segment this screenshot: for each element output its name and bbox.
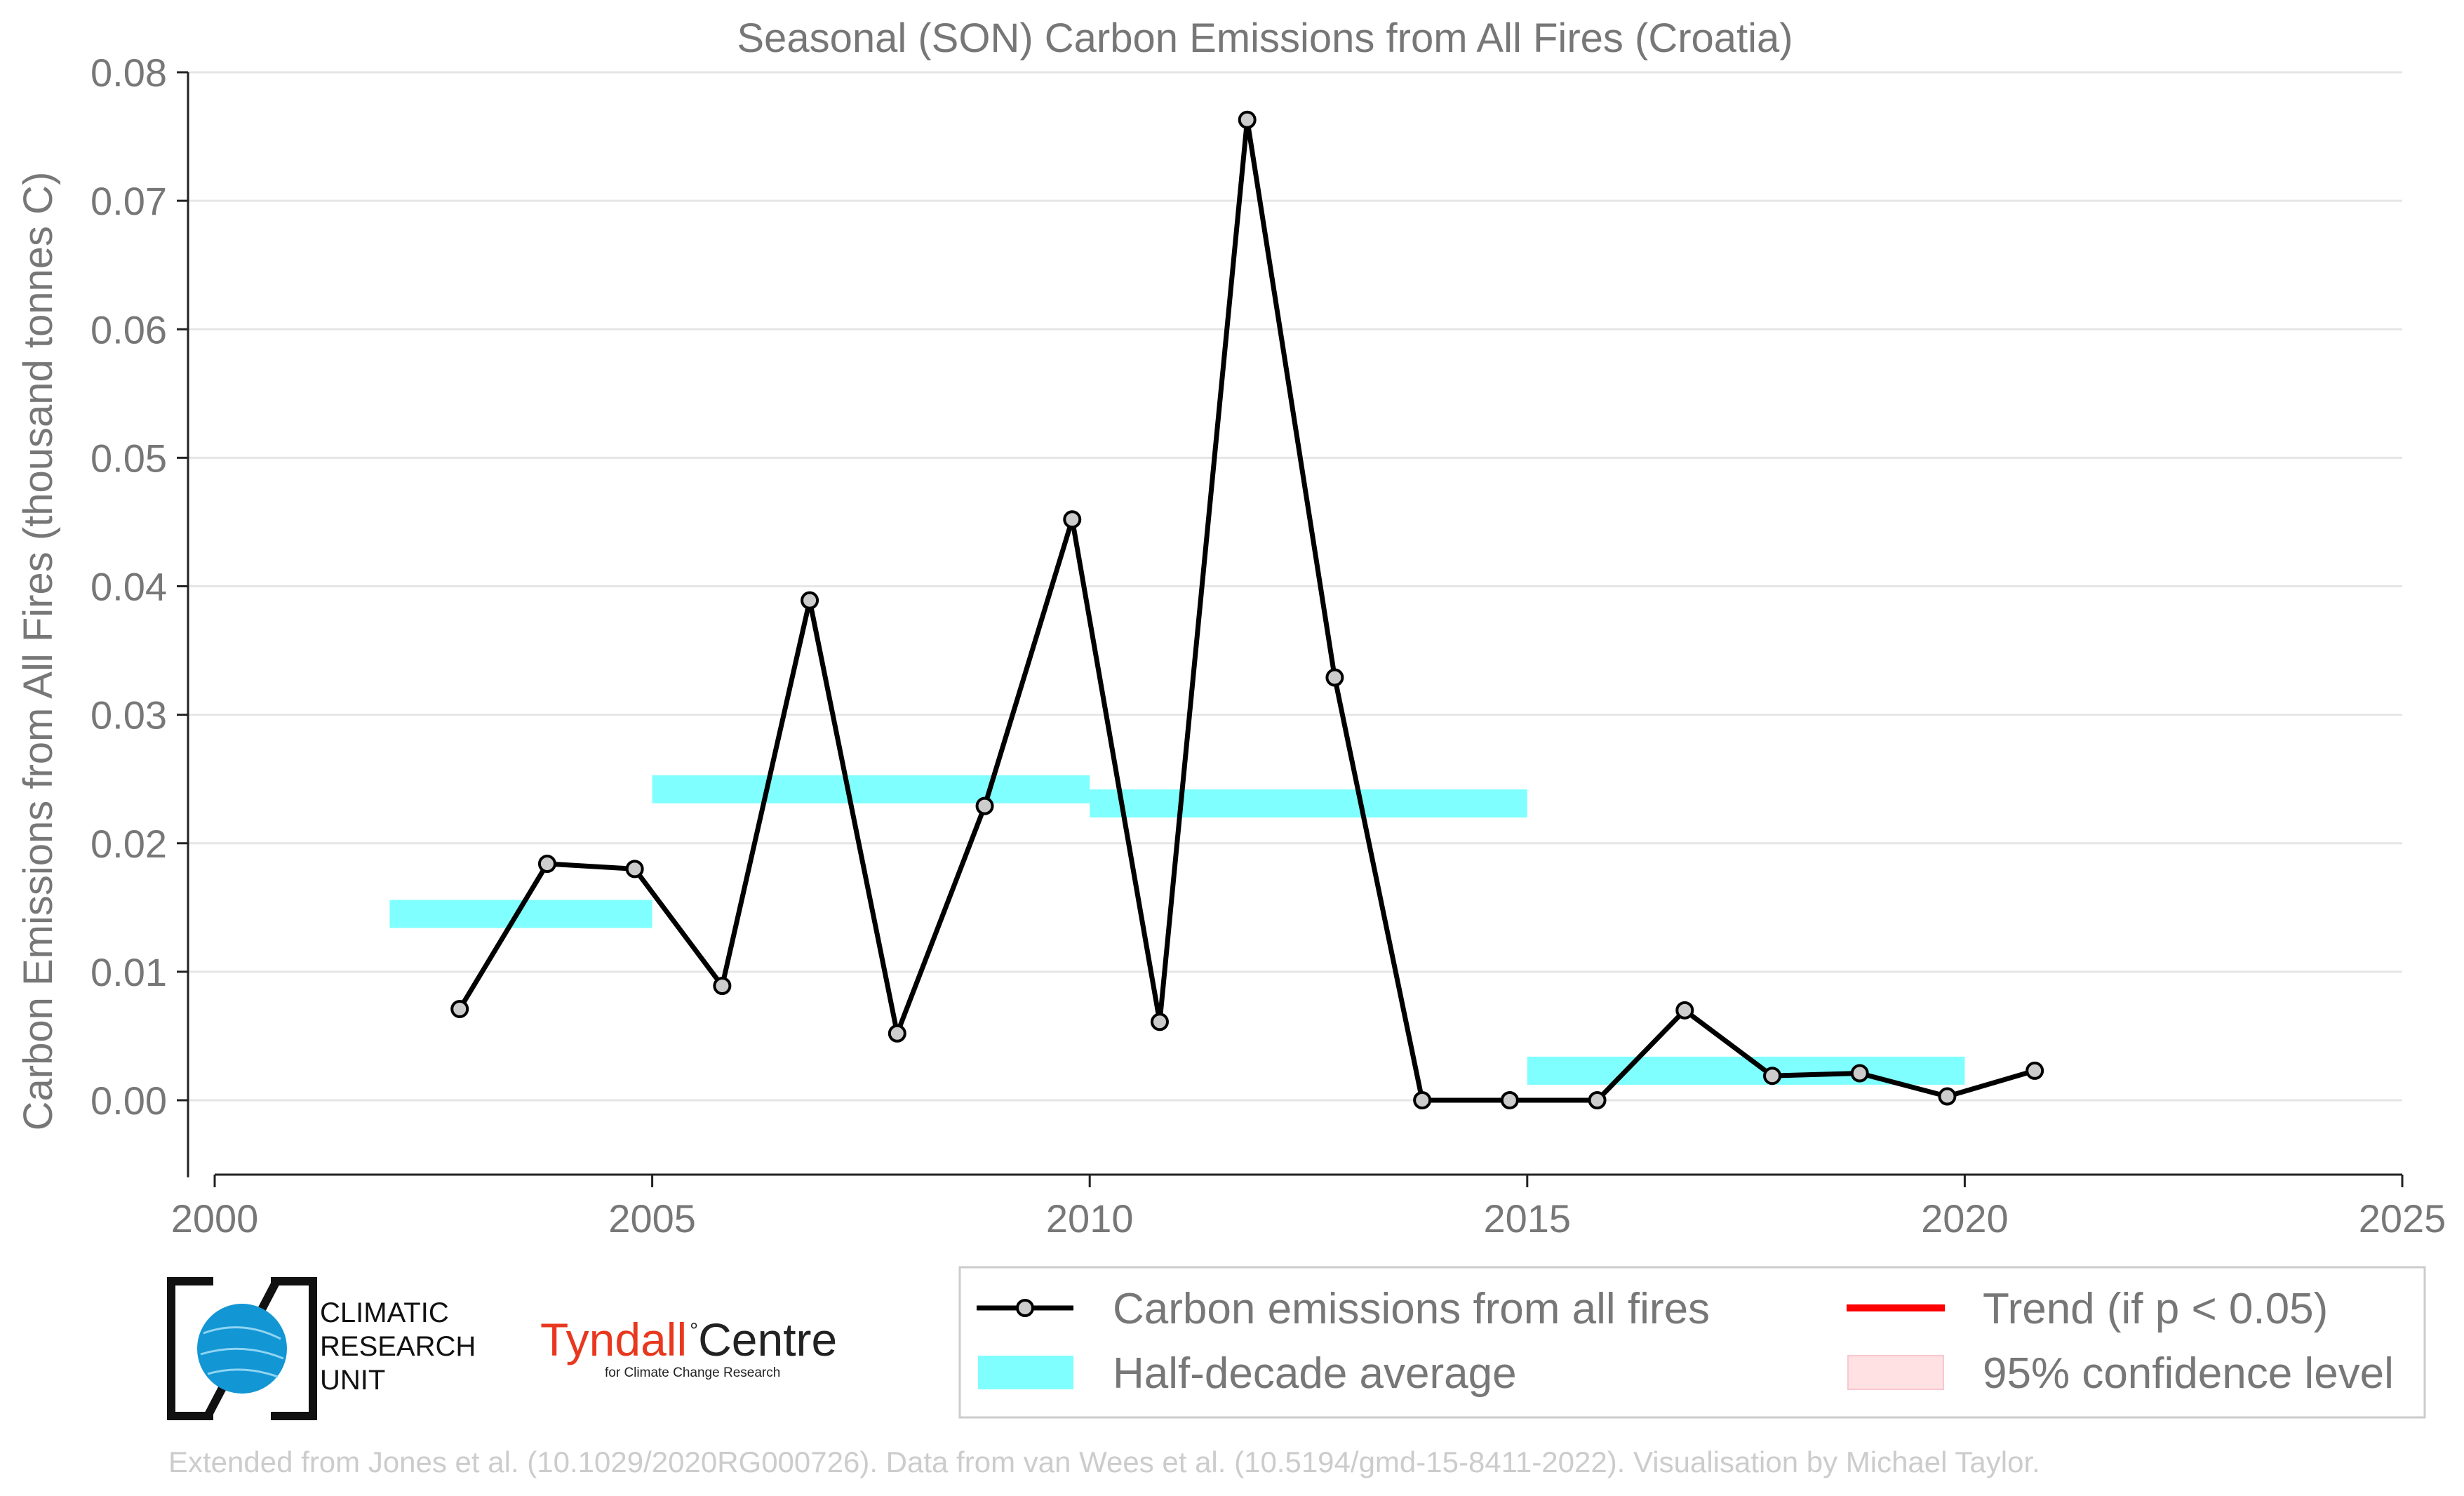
legend-half-decade-swatch [978, 1356, 1073, 1389]
data-point [801, 591, 819, 610]
half-decade-bar [1090, 789, 1527, 817]
cru-line-1: CLIMATIC [320, 1297, 449, 1328]
data-point [888, 1024, 906, 1043]
legend-label-confidence: 95% confidence level [1983, 1349, 2394, 1398]
y-tick-label: 0.08 [91, 51, 167, 95]
cru-bracket-right-icon [271, 1277, 317, 1420]
y-tick-label: 0.07 [91, 179, 167, 223]
tyndall-wordmark: Tyndall °Centre [540, 1314, 837, 1365]
chart-title: Seasonal (SON) Carbon Emissions from All… [737, 15, 1793, 61]
data-point [1413, 1091, 1432, 1109]
data-point [1500, 1091, 1519, 1109]
y-tick-label: 0.00 [91, 1078, 167, 1123]
legend-label-half-decade: Half-decade average [1113, 1349, 1517, 1398]
data-point [1675, 1001, 1694, 1020]
data-point [1063, 510, 1082, 529]
data-point [450, 999, 469, 1018]
cru-bracket-left-icon [167, 1277, 213, 1420]
data-point [975, 796, 994, 815]
globe-lines-icon [200, 1326, 284, 1378]
y-tick-label: 0.05 [91, 436, 167, 480]
series-layer [450, 110, 2044, 1109]
cru-line-2: RESEARCH [320, 1331, 476, 1362]
legend-confidence-swatch [1847, 1355, 1944, 1390]
tyndall-centre: Centre [698, 1314, 837, 1365]
data-point [625, 860, 644, 879]
data-point [537, 855, 556, 874]
cru-slash-icon [203, 1279, 281, 1418]
data-point [1938, 1087, 1957, 1106]
legend: Carbon emissions from all fires Trend (i… [958, 1266, 2426, 1419]
y-tick-label: 0.03 [91, 693, 167, 737]
cru-logo: CLIMATIC RESEARCH UNIT [167, 1277, 476, 1420]
data-point [1763, 1067, 1782, 1086]
gridlines [188, 71, 2402, 1102]
y-tick-label: 0.04 [91, 565, 167, 609]
y-tick-label: 0.01 [91, 950, 167, 994]
y-tick-label: 0.06 [91, 307, 167, 352]
data-point [1588, 1091, 1607, 1109]
credit-line: Extended from Jones et al. (10.1029/2020… [168, 1445, 2040, 1478]
data-point [1325, 668, 1344, 687]
x-tick-label: 2025 [2359, 1196, 2446, 1241]
axes: 0.00 0.01 0.02 0.03 0.04 0.05 0.06 0.07 0.08 2000… [91, 51, 2446, 1241]
legend-marker-swatch [1016, 1299, 1034, 1317]
data-point [2026, 1061, 2044, 1080]
half-decade-bar [1527, 1056, 1965, 1085]
data-point [1150, 1013, 1169, 1031]
data-point [1850, 1064, 1869, 1083]
series-line [457, 117, 2036, 1103]
half-decade-bar [652, 775, 1090, 803]
x-tick-label: 2000 [171, 1196, 259, 1241]
y-tick-label: 0.02 [91, 822, 167, 866]
tyndall-degree: ° [690, 1319, 698, 1342]
legend-label-emissions: Carbon emissions from all fires [1113, 1285, 1710, 1333]
y-axis-label: Carbon Emissions from All Fires (thousan… [15, 172, 61, 1131]
data-point [713, 977, 732, 996]
legend-box [958, 1266, 2426, 1419]
legend-label-trend: Trend (if p < 0.05) [1983, 1285, 2328, 1333]
tyndall-subtitle: for Climate Change Research [605, 1365, 780, 1380]
x-tick-label: 2020 [1921, 1196, 2009, 1241]
tyndall-logo: Tyndall °Centre for Climate Change Resear… [540, 1314, 837, 1380]
x-tick-label: 2015 [1484, 1196, 1572, 1241]
tyndall-name: Tyndall [540, 1314, 687, 1365]
x-tick-label: 2010 [1046, 1196, 1134, 1241]
data-point [1238, 110, 1257, 129]
x-tick-label: 2005 [608, 1196, 696, 1241]
cru-line-3: UNIT [320, 1365, 385, 1396]
